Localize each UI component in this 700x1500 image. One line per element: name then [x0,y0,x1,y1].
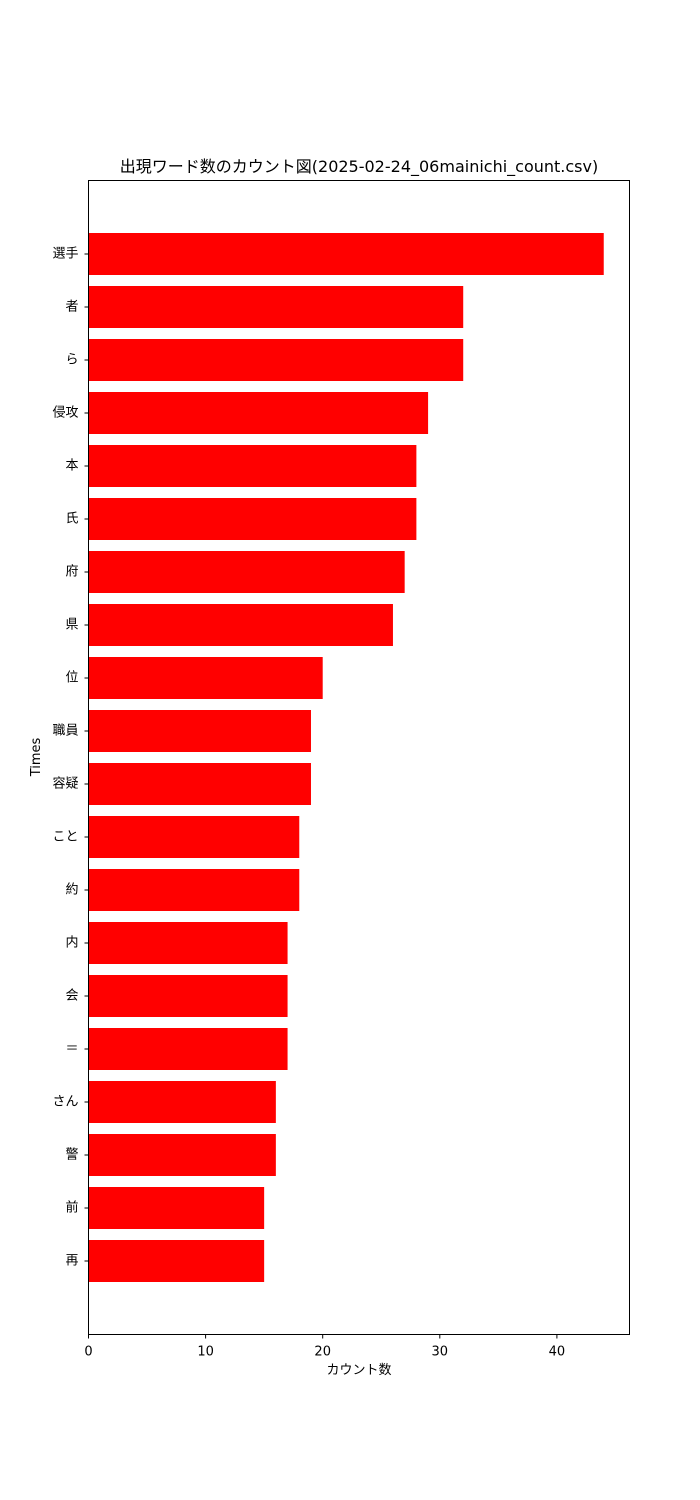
bar [88,233,604,275]
y-axis-label: Times [29,737,44,777]
y-tick-label: さん [52,1095,78,1110]
bar [88,1240,265,1282]
y-tick-label: 侵攻 [52,405,78,421]
y-tick-label: 約 [65,883,78,898]
x-tick-label: 30 [432,1345,449,1360]
y-tick-label: 前 [65,1200,78,1216]
y-tick-label: 再 [65,1254,78,1269]
y-tick-label: 県 [65,618,78,633]
y-tick-label: 内 [65,935,78,951]
y-tick-label: 職員 [52,724,78,739]
bar [88,869,300,911]
bar [88,392,429,434]
bar [88,286,464,328]
y-tick-label: こと [52,830,78,845]
x-tick-label: 10 [197,1345,214,1360]
y-tick-label: 本 [65,459,78,474]
bar [88,975,288,1017]
plot-frame [88,180,630,1335]
bar [88,763,311,805]
y-tick-label: 警 [65,1147,78,1163]
x-axis-label: カウント数 [326,1363,391,1378]
bar [88,816,300,858]
bar [88,1081,276,1123]
bar [88,657,323,699]
y-tick-label: ＝ [65,1042,78,1057]
y-tick-label: ら [65,353,78,368]
x-tick-label: 40 [549,1345,566,1360]
bar [88,604,393,646]
bar [88,710,311,752]
y-tick-label: 者 [65,300,78,315]
y-tick-label: 府 [65,565,78,580]
chart-title: 出現ワード数のカウント図(2025-02-24_06mainichi_count… [120,157,598,177]
x-tick-label: 20 [314,1345,331,1360]
x-axis-ticks: 0 10 20 30 40 [84,1334,566,1360]
bar [88,1187,265,1229]
bars [88,233,604,1282]
y-tick-label: 氏 [65,512,78,527]
bar [88,922,288,964]
bar [88,445,417,487]
bar [88,1028,288,1070]
bar [88,551,405,593]
bar [88,339,464,381]
bar [88,1134,276,1176]
y-tick-label: 位 [65,671,78,686]
y-tick-label: 容疑 [52,776,78,792]
x-tick-label: 0 [84,1345,92,1360]
bar [88,498,417,540]
y-tick-label: 選手 [52,247,78,262]
y-tick-label: 会 [65,989,78,1004]
